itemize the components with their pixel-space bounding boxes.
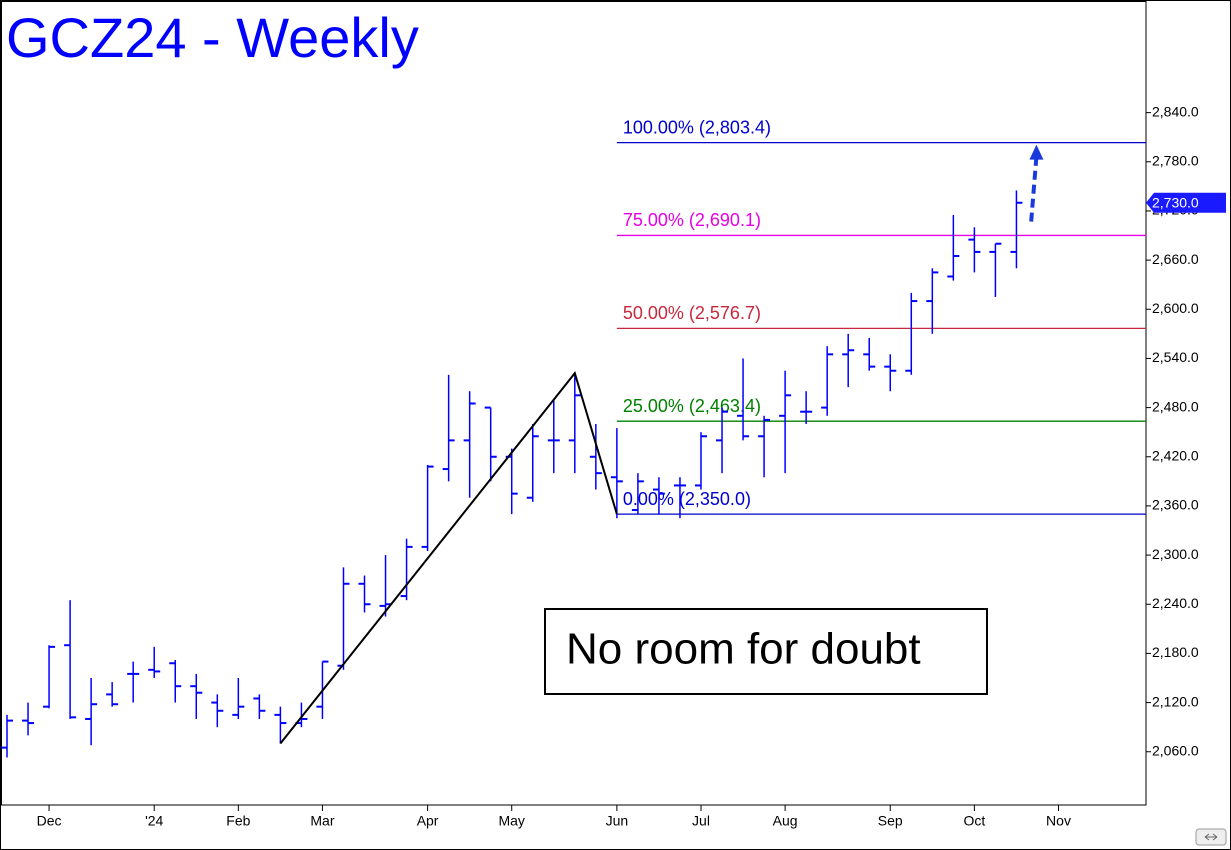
pattern-line <box>279 371 618 745</box>
level-label: 0.00% (2,350.0) <box>623 489 751 509</box>
annotation-box <box>544 608 988 695</box>
price-tag <box>1146 192 1226 213</box>
x-tick-label: Dec <box>37 813 62 829</box>
y-tick-label: 2,600.0 <box>1152 300 1199 316</box>
level-label: 75.00% (2,690.1) <box>623 210 761 230</box>
y-tick-label: 2,240.0 <box>1152 595 1199 611</box>
chart-title: GCZ24 - Weekly <box>6 6 419 69</box>
y-tick-label: 2,420.0 <box>1152 447 1199 463</box>
x-tick-label: Aug <box>773 813 798 829</box>
y-tick-label: 2,540.0 <box>1152 349 1199 365</box>
annotation: No room for doubt <box>566 625 921 674</box>
y-tick-label: 2,840.0 <box>1152 103 1199 119</box>
price-tag-label: 2,730.0 <box>1152 194 1199 210</box>
y-tick-label: 2,060.0 <box>1152 742 1199 758</box>
x-tick-label: Mar <box>310 813 334 829</box>
y-tick-label: 2,660.0 <box>1152 251 1199 267</box>
x-tick-label: Sep <box>878 813 903 829</box>
y-tick-label: 2,120.0 <box>1152 693 1199 709</box>
x-tick-label: May <box>498 813 524 829</box>
x-tick-label: Apr <box>417 813 439 829</box>
x-tick-label: Feb <box>226 813 250 829</box>
scroll-icon <box>1204 833 1218 841</box>
y-tick-label: 2,180.0 <box>1152 644 1199 660</box>
plot-frame <box>1 1 1147 806</box>
y-tick-label: 2,360.0 <box>1152 497 1199 513</box>
x-tick-label: Nov <box>1046 813 1071 829</box>
level-label: 25.00% (2,463.4) <box>623 396 761 416</box>
y-tick-label: 2,780.0 <box>1152 152 1199 168</box>
x-tick-label: Jul <box>692 813 710 829</box>
level-label: 50.00% (2,576.7) <box>623 303 761 323</box>
arrow-head <box>1029 144 1044 160</box>
y-tick-label: 2,480.0 <box>1152 398 1199 414</box>
projection-arrow <box>1029 156 1039 222</box>
x-tick-label: Jun <box>606 813 629 829</box>
level-label: 100.00% (2,803.4) <box>623 117 771 137</box>
x-tick-label: Oct <box>963 813 985 829</box>
x-tick-label: '24 <box>145 813 163 829</box>
y-tick-label: 2,300.0 <box>1152 546 1199 562</box>
